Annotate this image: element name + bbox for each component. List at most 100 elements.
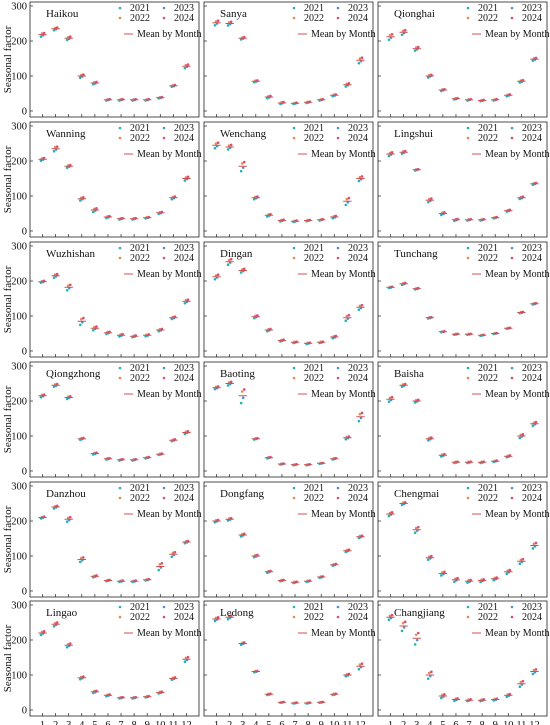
point-2021 [426,438,430,442]
legend-marker-2021 [292,6,296,10]
legend-label-2024: 2024 [522,612,542,623]
panel-frame [377,241,548,358]
x-tick-label: 6 [105,720,110,725]
point-2024 [443,210,446,214]
point-2024 [430,436,433,439]
point-2022 [240,162,244,165]
legend-marker-2023 [510,6,514,10]
legend-marker-2023 [510,605,514,609]
x-tick-label: 7 [292,720,297,725]
legend-marker-2021 [466,246,470,250]
panel-title: Wuzhishan [46,248,96,260]
legend-label-2021: 2021 [130,243,150,254]
x-tick-label: 12 [355,720,366,725]
legend-label-2023: 2023 [348,483,368,494]
point-2024 [403,382,407,386]
legend-label-2023: 2023 [522,243,542,254]
x-tick-label: 6 [453,720,458,725]
legend-label-2024: 2024 [174,133,194,144]
point-2024 [390,613,394,617]
point-2021 [226,24,230,27]
x-tick-label: 10 [155,720,166,725]
legend-marker-2022 [292,16,296,20]
legend-marker-2022 [292,136,296,140]
legend-label-2021: 2021 [304,483,324,494]
x-tick-label: 3 [66,720,71,725]
legend-marker-2023 [336,6,340,10]
point-2021 [213,146,217,150]
y-tick-label: 200 [11,397,27,408]
point-2024 [68,515,72,519]
point-2024 [186,298,190,301]
point-2024 [242,532,246,536]
point-2024 [390,395,394,399]
panel-title: Lingshui [394,128,433,140]
point-2024 [186,175,190,179]
x-tick-label: 11 [516,720,526,725]
x-tick-label: 7 [466,720,471,725]
legend-marker-2024 [510,496,514,500]
point-2023 [415,638,419,642]
panel-frame [377,600,548,717]
panel-title: Haikou [46,8,79,20]
point-2022 [214,142,218,145]
point-2021 [65,645,69,649]
point-2021 [170,197,174,201]
legend-label-2023: 2023 [348,123,368,134]
legend-marker-2022 [466,256,470,260]
legend-marker-2022 [118,256,122,260]
point-2024 [347,81,351,85]
panel-frame [29,1,200,118]
panel-title: Wanning [46,128,86,140]
point-2024 [229,257,233,261]
legend-marker-2022 [292,256,296,260]
point-2021 [357,179,361,183]
point-2024 [534,668,538,671]
point-2024 [360,411,364,415]
legend-label-2022: 2022 [304,253,324,264]
point-2021 [52,624,56,628]
legend-marker-2021 [118,126,122,130]
point-2022 [519,558,523,562]
legend-label-2021: 2021 [478,3,498,14]
y-tick-label: 200 [11,277,27,288]
legend-label-2021: 2021 [130,123,150,134]
point-2021 [78,323,82,327]
y-tick-label: 300 [11,2,27,13]
point-2024 [521,679,525,683]
point-2021 [252,555,256,559]
legend-marker-2024 [510,256,514,260]
legend-label-2021: 2021 [130,483,150,494]
point-2024 [68,642,72,645]
point-2024 [416,45,420,49]
point-2024 [416,525,420,529]
legend-label-2021: 2021 [130,363,150,374]
y-tick-label: 300 [11,122,27,133]
point-2022 [532,668,536,672]
y-tick-label: 200 [11,517,27,528]
point-2021 [518,197,522,201]
x-tick-label: 5 [92,720,97,725]
legend-marker-2022 [466,496,470,500]
x-tick-label: 9 [319,720,324,725]
y-tick-label: 100 [11,312,27,323]
point-2021 [39,395,43,399]
panel-frame [377,361,548,478]
panel-title: Sanya [220,8,247,20]
legend-marker-2022 [466,376,470,380]
point-2024 [42,31,46,35]
legend-label-mean: Mean by Month [485,29,549,40]
point-2024 [229,20,233,24]
point-2024 [430,197,433,200]
x-tick-label: 2 [401,720,406,725]
x-tick-label: 4 [427,720,433,725]
point-2021 [183,432,187,436]
legend-marker-2023 [510,246,514,250]
legend-marker-2021 [292,126,296,130]
